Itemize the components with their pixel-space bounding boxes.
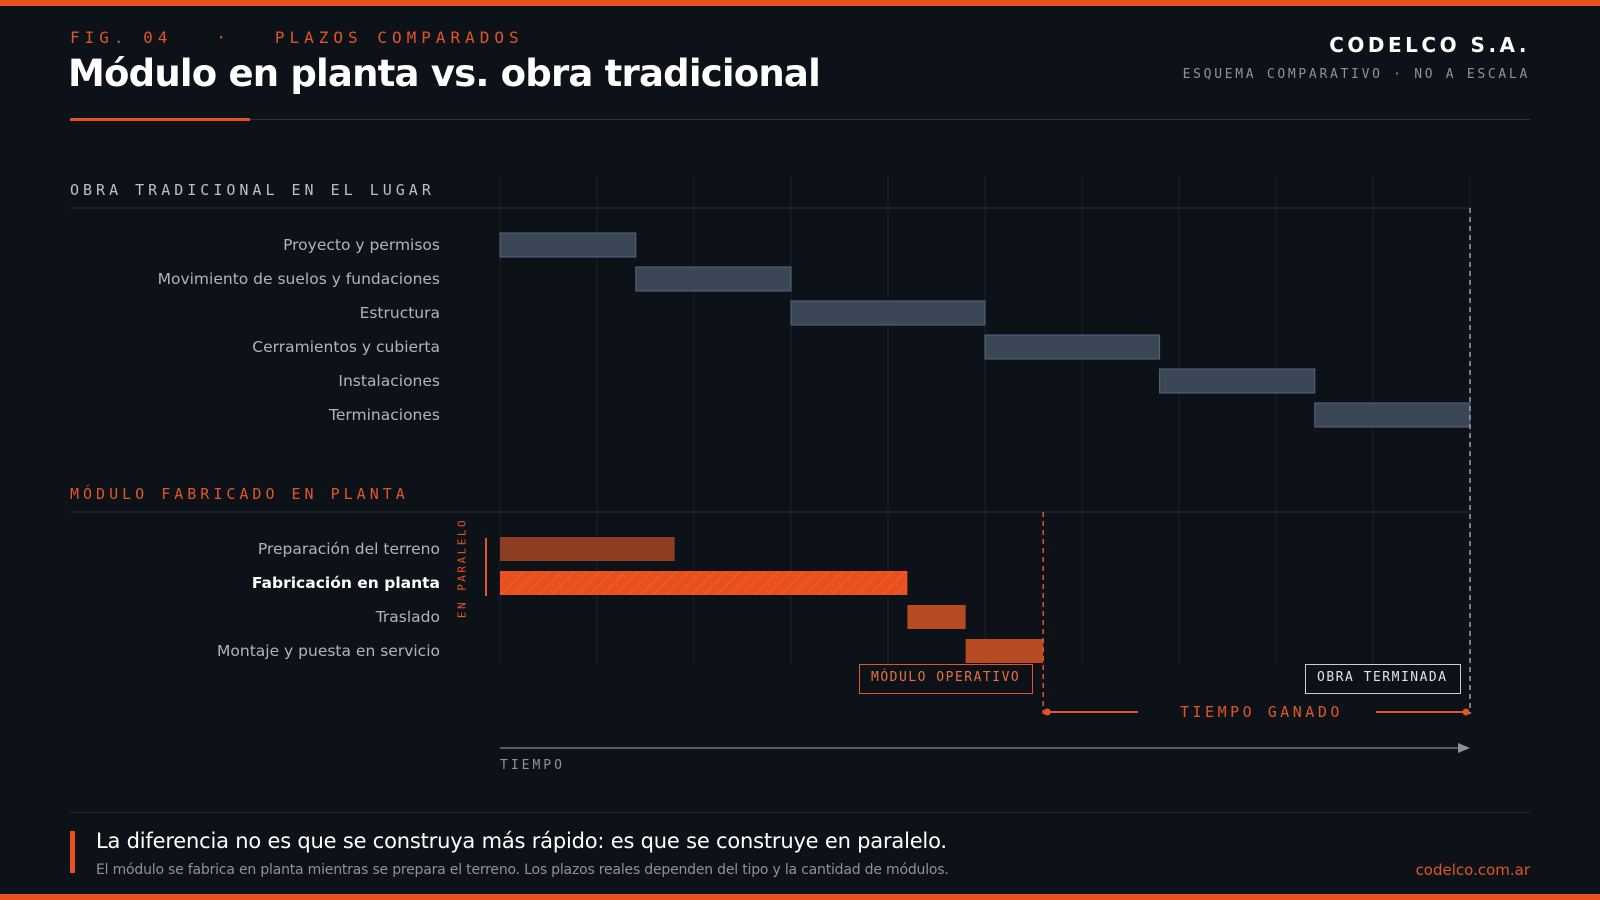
eyebrow-separator: · — [216, 28, 231, 47]
module-task-bar — [500, 537, 675, 561]
chart-overlay — [500, 208, 1471, 753]
figure-number: FIG. 04 — [70, 28, 173, 47]
page-title: Módulo en planta vs. obra tradicional — [68, 52, 821, 95]
task-label-highlighted: Fabricación en planta — [251, 574, 440, 592]
task-label: Preparación del terreno — [257, 540, 440, 558]
task-label: Traslado — [375, 608, 440, 626]
footer-accent-mark — [70, 831, 75, 873]
marker-obra-terminada: OBRA TERMINADA — [1305, 664, 1461, 694]
header-subtitle: ESQUEMA COMPARATIVO · NO A ESCALA — [1182, 67, 1530, 82]
module-task-bar — [965, 639, 1044, 663]
time-gained-label: TIEMPO GANADO — [1180, 703, 1343, 721]
chart-bars — [499, 232, 1471, 663]
section-title-module: MÓDULO FABRICADO EN PLANTA — [70, 485, 409, 503]
header-divider — [70, 119, 1530, 120]
header-divider-accent — [70, 118, 250, 121]
footer-url-link[interactable]: codelco.com.ar — [1415, 861, 1530, 879]
marker-modulo-operativo: MÓDULO OPERATIVO — [859, 664, 1033, 694]
traditional-task-bar — [499, 232, 637, 258]
time-gained-start-dot — [1043, 708, 1051, 716]
module-task-bar — [907, 605, 966, 629]
figure-eyebrow-label: PLAZOS COMPARADOS — [274, 28, 524, 47]
section-title-traditional: OBRA TRADICIONAL EN EL LUGAR — [70, 181, 435, 199]
task-label: Proyecto y permisos — [283, 236, 440, 254]
time-axis-arrow-icon — [1458, 743, 1470, 753]
figure-eyebrow: FIG. 04 · PLAZOS COMPARADOS — [70, 28, 524, 47]
traditional-task-bar — [984, 334, 1161, 360]
bottom-accent-bar — [0, 894, 1600, 900]
module-task-bar-highlighted — [500, 571, 908, 595]
task-label: Estructura — [359, 304, 440, 322]
task-label: Terminaciones — [329, 406, 440, 424]
task-label: Montaje y puesta en servicio — [217, 642, 440, 660]
footer-note: El módulo se fabrica en planta mientras … — [96, 862, 949, 878]
traditional-task-bar — [790, 300, 986, 326]
task-label: Instalaciones — [338, 372, 440, 390]
traditional-task-bar — [1314, 402, 1471, 428]
traditional-task-bar — [1159, 368, 1316, 394]
parallel-bracket — [485, 538, 487, 596]
task-label: Movimiento de suelos y fundaciones — [157, 270, 440, 288]
brand-logo-text: CODELCO S.A. — [1329, 33, 1530, 57]
footer-headline: La diferencia no es que se construya más… — [96, 829, 947, 853]
task-label: Cerramientos y cubierta — [252, 338, 440, 356]
x-axis-label: TIEMPO — [500, 758, 565, 773]
traditional-task-bar — [635, 266, 792, 292]
footer-divider — [70, 812, 1530, 813]
top-accent-bar — [0, 0, 1600, 6]
time-gained-end-dot — [1462, 708, 1470, 716]
